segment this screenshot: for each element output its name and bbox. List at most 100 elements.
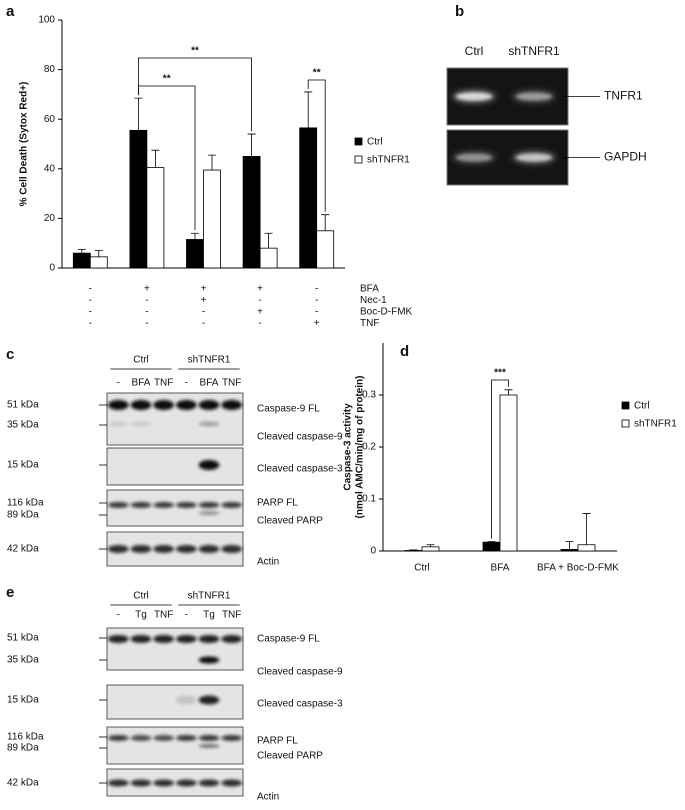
treatment-sign: - <box>89 318 92 329</box>
blot-band <box>153 635 175 643</box>
treatment-sign: - <box>145 318 148 329</box>
treatment-sign: - <box>315 295 318 306</box>
blot-band <box>198 779 220 787</box>
band-label: GAPDH <box>604 150 647 164</box>
size-marker: 35 kDa <box>7 655 39 666</box>
blot-band <box>221 502 243 508</box>
blot-band <box>198 421 220 427</box>
error-bar <box>134 97 143 131</box>
lane-label: TNF <box>154 378 173 389</box>
treatment-sign: - <box>315 284 318 295</box>
treatment-sign: + <box>201 295 207 306</box>
bar <box>577 544 596 552</box>
lane-label: Tg <box>203 610 215 621</box>
blot-band <box>108 400 129 410</box>
blot-band <box>108 635 129 643</box>
treatment-sign: + <box>314 318 320 329</box>
error-bar <box>426 544 435 547</box>
treatment-name: Boc-D-FMK <box>360 307 413 318</box>
band-label: TNFR1 <box>604 89 643 103</box>
size-marker: 15 kDa <box>7 695 39 706</box>
treatment-sign: + <box>201 284 207 295</box>
blot-band <box>198 656 220 664</box>
blot-band <box>198 635 220 643</box>
blot-band <box>176 635 197 643</box>
group-label: Ctrl <box>133 591 149 602</box>
error-bar <box>208 154 216 171</box>
blot-band <box>108 779 129 787</box>
size-marker: 51 kDa <box>7 633 39 644</box>
legend-swatch <box>621 419 630 428</box>
treatment-sign: - <box>145 295 148 306</box>
blot-band <box>130 400 152 410</box>
blot-band <box>176 400 197 410</box>
significance-label: ** <box>163 74 171 85</box>
lane-label: - <box>117 378 120 389</box>
panel-letter: d <box>400 343 409 360</box>
error-bar <box>94 250 103 257</box>
treatment-sign: + <box>144 284 150 295</box>
error-bar <box>151 149 160 168</box>
blot-band <box>176 779 197 787</box>
blot-band <box>221 735 243 741</box>
size-marker: 42 kDa <box>7 544 39 555</box>
gel-band <box>516 153 552 162</box>
y-tick-label: 40 <box>44 163 56 174</box>
y-tick-label: 80 <box>44 64 56 75</box>
treatment-sign: - <box>89 307 92 318</box>
group-label: Ctrl <box>133 355 149 366</box>
significance-label: ** <box>313 68 321 79</box>
blot-band <box>130 735 152 741</box>
lane-label: - <box>185 610 188 621</box>
bar <box>421 546 440 552</box>
group-label: shTNFR1 <box>188 591 231 602</box>
panel-letter: e <box>6 584 14 601</box>
error-bar <box>409 549 418 551</box>
error-bar <box>321 214 330 231</box>
blot-band <box>130 421 152 427</box>
blot-image <box>106 531 244 567</box>
blot-band <box>108 502 129 508</box>
bar <box>146 167 165 269</box>
protein-label: Caspase-9 FL <box>257 404 320 415</box>
blot-band <box>108 735 129 741</box>
error-bar <box>582 513 591 545</box>
significance-bracket <box>138 57 252 132</box>
y-axis-label: (nmol AMC/min/mg of protein) <box>355 376 366 519</box>
blot-band <box>130 545 152 553</box>
gel-band <box>456 92 492 101</box>
y-tick-label: 60 <box>44 114 56 125</box>
blot-band <box>153 400 175 410</box>
protein-label: Caspase-9 FL <box>257 634 320 645</box>
bar <box>299 127 318 269</box>
size-marker: 116 kDa <box>7 498 44 509</box>
y-axis-label: % Cell Death (Sytox Red+) <box>19 82 30 207</box>
blot-band <box>198 460 220 470</box>
protein-label: Actin <box>257 557 279 568</box>
bar <box>203 169 221 269</box>
blot-image <box>106 627 244 671</box>
y-tick-label: 0.1 <box>362 494 376 505</box>
treatment-sign: - <box>315 307 318 318</box>
significance-bracket <box>491 379 509 539</box>
legend-swatch <box>354 155 363 164</box>
bar <box>404 550 423 552</box>
gel-band <box>516 92 552 101</box>
error-bar <box>264 232 273 249</box>
y-tick-label: 0 <box>49 263 55 274</box>
protein-label: PARP FL <box>257 736 298 747</box>
blot-image <box>106 447 244 486</box>
blot-band <box>176 735 197 741</box>
group-label: shTNFR1 <box>188 355 231 366</box>
significance-bracket <box>307 79 326 212</box>
significance-label: *** <box>494 368 506 379</box>
lane-label: - <box>117 610 120 621</box>
blot-band <box>198 695 220 705</box>
treatment-name: Nec-1 <box>360 295 387 306</box>
error-bar <box>191 232 199 240</box>
blot-band <box>130 779 152 787</box>
panel-letter: a <box>6 3 15 20</box>
lane-label: shTNFR1 <box>508 44 560 58</box>
lane-label: TNF <box>222 610 241 621</box>
